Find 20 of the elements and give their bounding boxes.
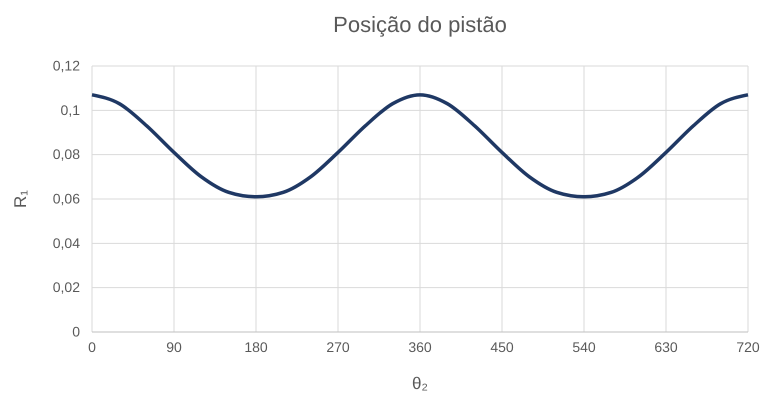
x-axis-title: θ₂ <box>412 374 428 393</box>
y-tick-label: 0 <box>72 323 80 340</box>
x-tick-label: 270 <box>326 338 350 355</box>
y-tick-label: 0,04 <box>52 234 80 251</box>
x-tick-label: 540 <box>572 338 596 355</box>
x-tick-label: 630 <box>654 338 678 355</box>
y-tick-label: 0,06 <box>52 190 80 206</box>
line-series <box>90 93 750 199</box>
x-tick-label: 0 <box>88 338 96 355</box>
y-tick-label: 0,1 <box>60 102 80 118</box>
x-tick-label: 90 <box>166 338 182 355</box>
x-tick-label: 360 <box>408 338 432 355</box>
y-axis-title: R₁ <box>11 190 30 208</box>
x-tick-label: 180 <box>244 338 268 355</box>
chart-title: Posição do pistão <box>333 12 507 37</box>
x-tick-label: 450 <box>490 338 514 355</box>
y-tick-label: 0,08 <box>52 146 80 162</box>
y-tick-label: 0,12 <box>52 57 80 74</box>
y-tick-label: 0,02 <box>52 279 80 296</box>
x-tick-label: 720 <box>736 338 760 355</box>
